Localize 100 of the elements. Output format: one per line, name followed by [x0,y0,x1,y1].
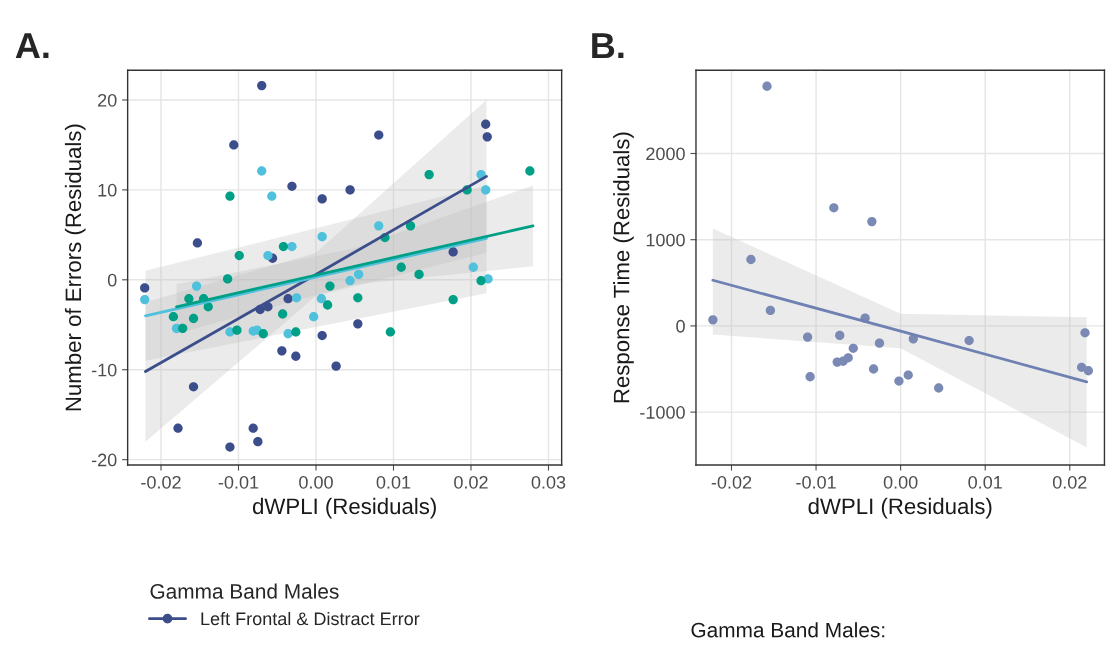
point [283,294,293,304]
point [353,269,364,280]
point [934,383,944,393]
point [188,313,199,324]
point [225,191,235,201]
y-tick-label: 10 [98,183,117,197]
x-tick-label: 0.00 [883,475,918,489]
point [316,294,327,304]
point [309,312,319,322]
point [278,309,288,319]
point [867,216,877,227]
point [229,140,239,150]
point [802,332,813,342]
point [476,276,486,286]
y-axis-title: Number of Errors (Residuals) [64,124,86,411]
y-tick-label: 2000 [646,147,685,161]
point [278,241,289,252]
point [140,283,150,293]
point [173,423,183,433]
y-tick-label: 0 [676,319,685,333]
point [287,241,297,252]
point [317,330,327,341]
legend-title: Gamma Band Males [150,583,339,599]
point [829,203,839,213]
point [903,370,913,380]
point [964,335,974,346]
point [257,166,267,176]
point [525,166,535,176]
point [385,327,396,337]
y-tick-label: 1000 [646,233,685,247]
point [225,442,235,452]
point [353,293,363,303]
point [1083,366,1094,376]
point [762,81,772,91]
point [874,338,885,348]
point [894,376,904,386]
point [283,329,293,339]
point [468,262,478,272]
point [482,132,492,142]
chart-title: A. [15,33,49,59]
point [184,294,194,304]
point [140,294,150,305]
point [234,250,244,261]
point [1080,328,1090,338]
point [835,330,845,341]
chart-title: B. [592,33,624,59]
x-tick-label: 0.00 [299,475,333,489]
point [192,238,203,248]
point [481,185,491,195]
point [257,80,267,91]
point [291,351,301,361]
x-tick-label: -0.02 [711,475,752,489]
y-tick-label: -1000 [640,406,685,419]
point [843,353,853,363]
point [191,281,202,291]
point [345,185,355,195]
point [1076,362,1087,372]
point [322,300,333,310]
point [848,343,858,353]
point [414,269,424,280]
point [222,274,233,284]
point [248,423,258,433]
point [291,327,301,337]
legend-label: Left Frontal & Distract Error [201,611,420,626]
y-tick-label: 0 [107,273,117,287]
point [345,276,355,286]
point [267,191,277,201]
point [708,315,718,325]
y-tick-label: -10 [91,363,117,377]
x-tick-label: -0.01 [218,475,259,489]
x-tick-label: 0.03 [531,475,566,489]
point [188,382,199,392]
point [424,169,434,180]
y-tick-label: 20 [98,93,117,107]
x-tick-label: 0.01 [968,475,1002,489]
x-axis-title: dWPLI (Residuals) [808,497,992,519]
point [805,372,815,382]
point [331,361,341,371]
text: Gamma Band Males: [691,622,885,638]
point [374,221,384,231]
point [232,325,242,335]
point [325,281,335,291]
point [746,254,756,265]
point [317,231,327,242]
point [203,302,213,312]
point [291,293,302,303]
point [405,221,416,231]
point [287,181,297,191]
point [263,250,273,261]
x-tick-label: 0.02 [1052,475,1087,489]
point [317,194,327,204]
point [481,119,491,129]
point [765,305,776,316]
point [253,437,263,447]
point [396,262,406,272]
point [258,329,268,339]
x-tick-label: -0.02 [141,475,181,489]
point [277,346,287,356]
point [168,312,179,322]
point [178,323,188,334]
